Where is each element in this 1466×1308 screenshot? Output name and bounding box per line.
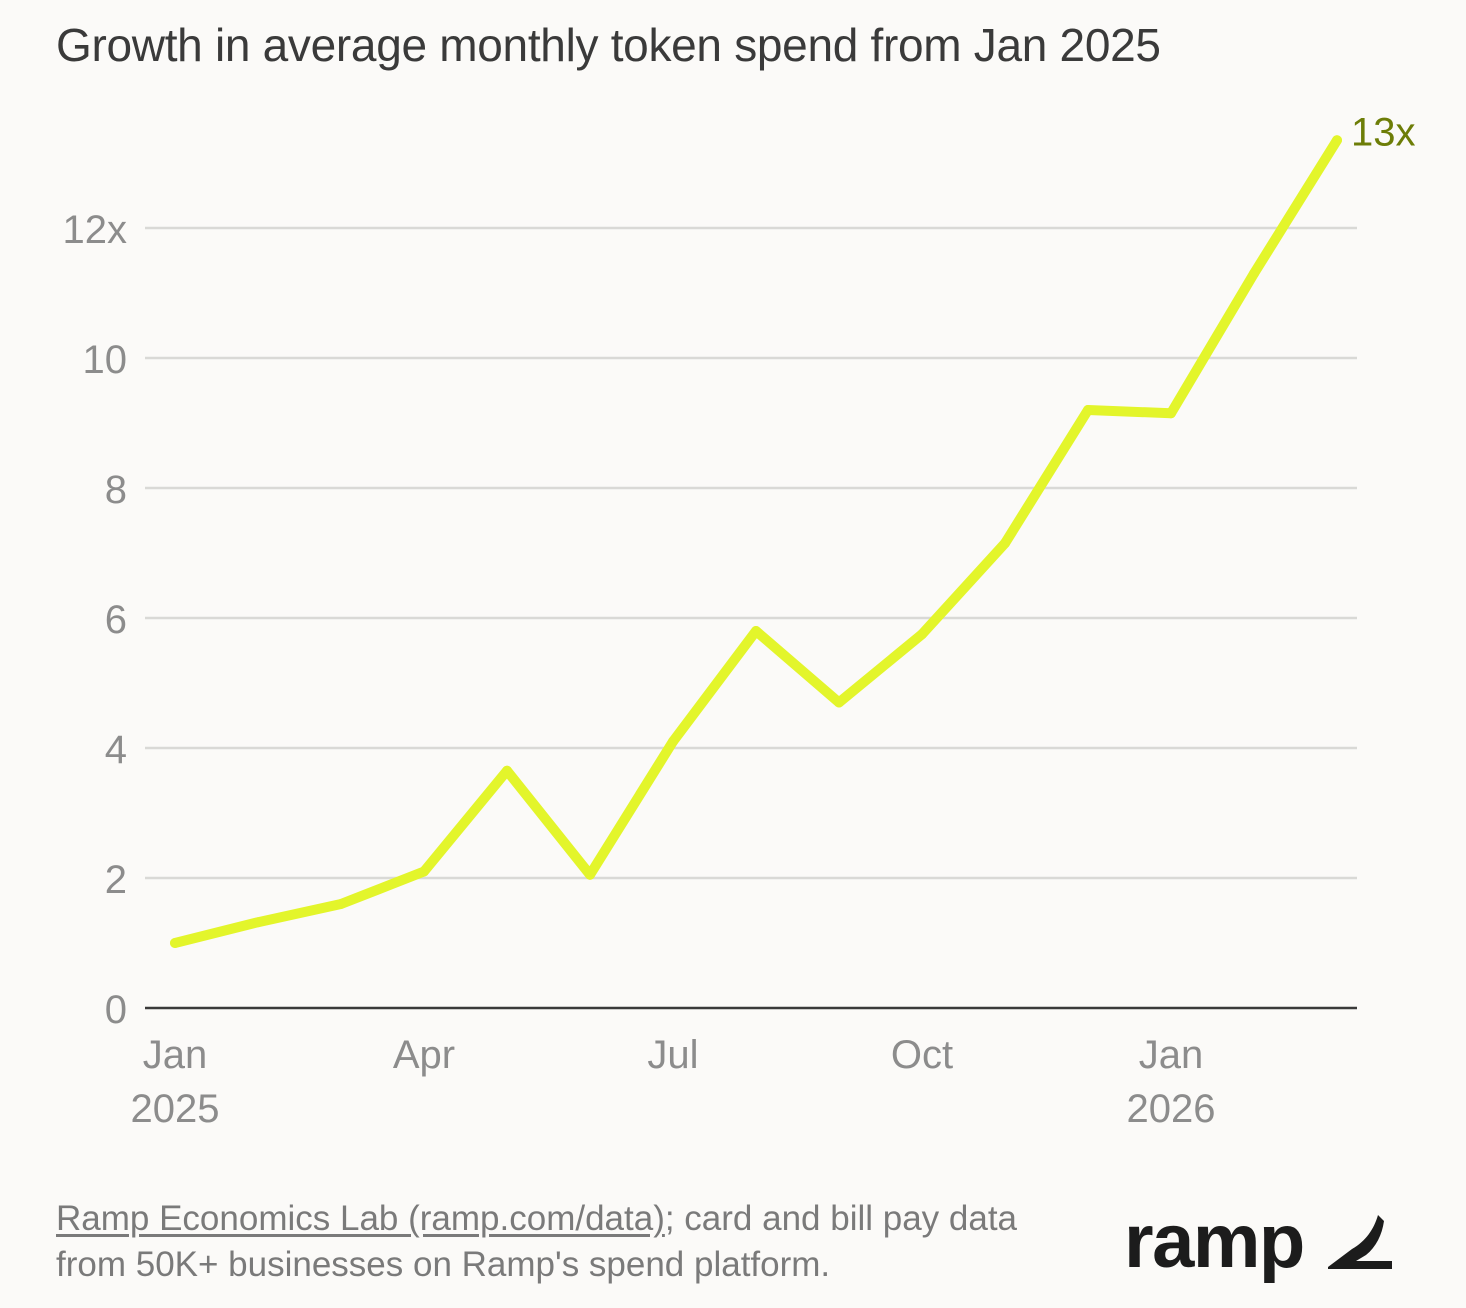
data-point-12 <box>1166 408 1176 419</box>
data-point-0 <box>170 938 180 948</box>
x-tick-label-1-0: Apr <box>393 1033 455 1077</box>
x-tick-label-0-0: Jan <box>143 1033 208 1077</box>
data-point-5 <box>585 869 595 880</box>
data-point-14 <box>1332 135 1342 146</box>
ramp-logo-icon <box>1327 1215 1392 1269</box>
data-point-2 <box>336 899 346 909</box>
series-lines <box>170 135 1342 948</box>
series-line-0 <box>170 135 1342 948</box>
source-link[interactable]: Ramp Economics Lab (ramp.com/data) <box>56 1199 665 1238</box>
data-point-13 <box>1249 268 1259 279</box>
y-tick-label-0: 0 <box>105 988 127 1032</box>
data-point-7 <box>751 626 761 636</box>
data-point-1 <box>253 917 263 928</box>
source-note: Ramp Economics Lab (ramp.com/data); card… <box>56 1196 1076 1288</box>
source-description: ; card and bill pay data from 50K+ busin… <box>56 1199 1018 1284</box>
y-axis-tick-labels: 0 2 4 6 8 10 12x <box>63 208 128 1032</box>
logo-wordmark: ramp <box>1124 1198 1305 1284</box>
data-point-6 <box>668 736 678 747</box>
x-tick-label-0-1: 2025 <box>131 1087 220 1131</box>
y-tick-label-10: 10 <box>83 338 128 382</box>
gridlines <box>145 226 1357 880</box>
data-point-3 <box>419 866 429 877</box>
ramp-logo: ramp <box>1124 1196 1396 1286</box>
data-point-11 <box>1083 405 1093 415</box>
data-point-10 <box>1000 538 1010 549</box>
y-tick-label-12: 12x <box>63 208 128 252</box>
y-tick-label-2: 2 <box>105 858 127 902</box>
y-tick-label-8: 8 <box>105 468 127 512</box>
x-axis-tick-labels: Jan 2025 Apr Jul Oct Jan 2026 <box>131 1033 1216 1131</box>
x-tick-label-4-1: 2026 <box>1127 1087 1216 1131</box>
x-tick-label-2-0: Jul <box>647 1033 698 1077</box>
y-tick-label-6: 6 <box>105 598 127 642</box>
data-labels: 13x <box>1351 110 1416 154</box>
chart-title: Growth in average monthly token spend fr… <box>56 19 1161 71</box>
data-point-8 <box>834 697 844 708</box>
data-point-9 <box>917 629 927 640</box>
line-chart: 0 2 4 6 8 10 12x Jan 2025 Apr Jul Oct Jan 2026 13x <box>63 110 1416 1131</box>
x-tick-label-3-0: Oct <box>891 1033 953 1077</box>
y-tick-label-4: 4 <box>105 728 127 772</box>
end-value-label: 13x <box>1351 110 1416 154</box>
data-point-4 <box>502 765 512 776</box>
x-tick-label-4-0: Jan <box>1139 1033 1204 1077</box>
